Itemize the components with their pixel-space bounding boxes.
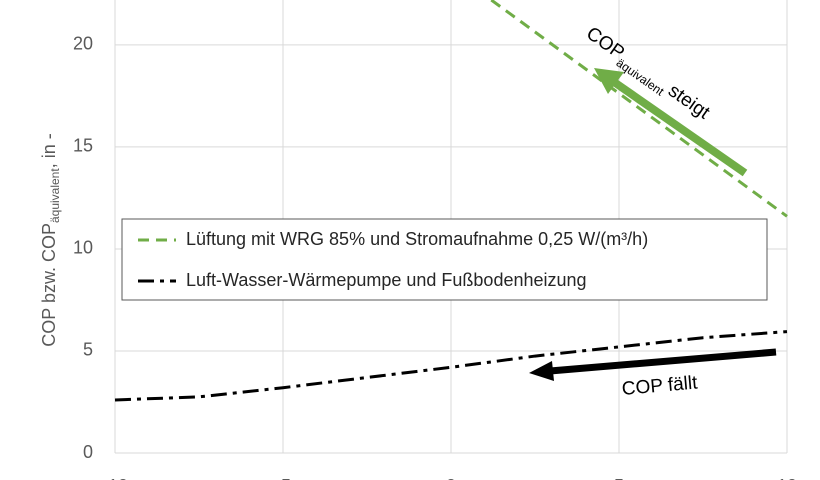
y-tick-label: 0 — [83, 442, 93, 462]
y-tick-label: 20 — [73, 34, 93, 54]
series-line — [490, 0, 788, 218]
y-tick-label: 10 — [73, 238, 93, 258]
legend-label: Lüftung mit WRG 85% und Stromaufnahme 0,… — [186, 229, 648, 249]
lines — [114, 0, 788, 402]
legend: Lüftung mit WRG 85% und Stromaufnahme 0,… — [138, 229, 648, 290]
rise-arrow-head — [594, 68, 624, 94]
x-tick-label: 10 — [777, 476, 797, 480]
y-tick-label: 5 — [83, 340, 93, 360]
y-label-sub: äquivalent — [48, 168, 62, 223]
fall-arrow-head — [529, 361, 554, 381]
y-axis-label: COP bzw. COPäquivalent, in - — [39, 133, 62, 346]
rise-sub: äquivalent — [614, 56, 667, 99]
legend-box — [121, 218, 768, 301]
fall-label: COP fällt — [621, 372, 699, 400]
x-tick-label: 0 — [446, 476, 456, 480]
legend-label: Luft-Wasser-Wärmepumpe und Fußbodenheizu… — [186, 270, 587, 290]
x-tick-label: 5 — [614, 476, 624, 480]
y-label-end: , in - — [39, 133, 59, 168]
fall-arrow — [549, 348, 777, 375]
x-tick-label: -10 — [102, 476, 128, 480]
y-label-main: COP bzw. COP — [39, 223, 59, 347]
rise-arrow — [611, 78, 748, 177]
y-tick-label: 15 — [73, 136, 93, 156]
x-tick-label: -5 — [275, 476, 291, 480]
